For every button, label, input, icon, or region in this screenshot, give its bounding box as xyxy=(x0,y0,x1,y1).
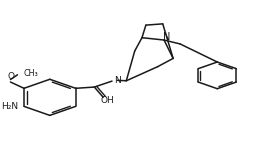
Text: N: N xyxy=(115,76,121,85)
Text: H₂N: H₂N xyxy=(1,102,18,111)
Text: CH₃: CH₃ xyxy=(23,69,38,78)
Text: OH: OH xyxy=(100,96,114,105)
Text: N: N xyxy=(163,32,170,42)
Text: O: O xyxy=(7,72,15,81)
